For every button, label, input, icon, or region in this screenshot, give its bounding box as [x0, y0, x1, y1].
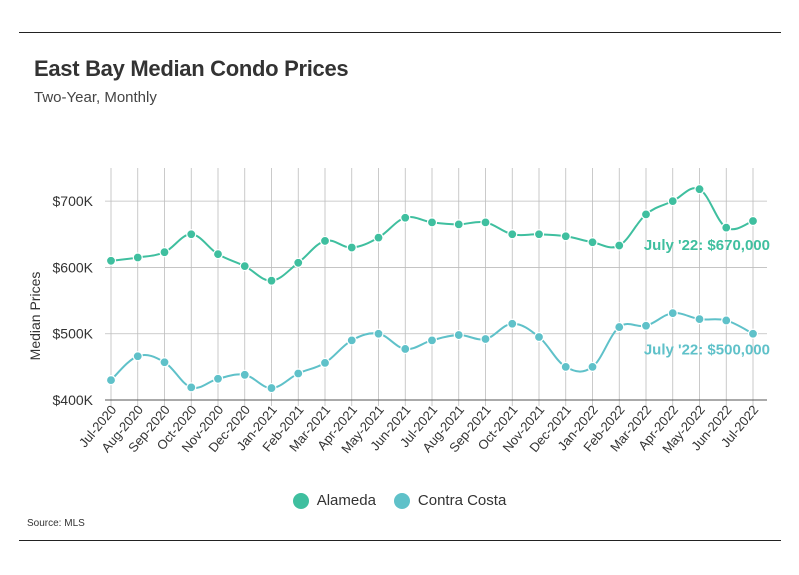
- y-tick-label: $500K: [53, 326, 94, 342]
- data-point: [373, 328, 384, 339]
- data-point: [293, 368, 304, 379]
- legend: Alameda Contra Costa: [0, 492, 799, 509]
- data-point: [212, 373, 224, 384]
- data-point: [614, 321, 625, 333]
- y-tick-label: $600K: [53, 259, 94, 275]
- data-point: [587, 237, 598, 248]
- data-point: [186, 382, 197, 393]
- bottom-rule: [19, 540, 781, 541]
- data-point: [159, 357, 170, 368]
- legend-swatch-contra-costa: [393, 492, 410, 509]
- data-point: [319, 357, 331, 368]
- x-axis-ticks: Jul-2020Aug-2020Sep-2020Oct-2020Nov-2020…: [76, 402, 762, 456]
- legend-swatch-alameda: [292, 492, 309, 509]
- data-point: [266, 275, 277, 286]
- data-point: [480, 333, 491, 345]
- source-note: Source: MLS: [27, 518, 85, 529]
- series-points: [105, 184, 759, 394]
- y-tick-label: $700K: [53, 193, 94, 209]
- data-point: [266, 382, 277, 394]
- data-point: [105, 255, 117, 266]
- data-point: [453, 329, 464, 341]
- data-point: [239, 369, 250, 380]
- data-point: [132, 252, 143, 263]
- data-point: [346, 242, 357, 253]
- data-point: [400, 212, 411, 223]
- data-point: [747, 328, 759, 339]
- data-point: [721, 222, 732, 233]
- data-point: [186, 229, 197, 240]
- data-point: [453, 219, 464, 230]
- data-point: [560, 231, 571, 242]
- data-point: [239, 261, 250, 272]
- data-point: [640, 320, 652, 331]
- data-point: [721, 315, 732, 326]
- y-axis-label: Median Prices: [27, 272, 43, 361]
- chart-title: East Bay Median Condo Prices: [34, 56, 349, 81]
- data-point: [507, 318, 518, 329]
- line-chart: $400K $500K $600K $700K Median Prices Jul-2…: [27, 168, 770, 456]
- data-point: [533, 229, 545, 240]
- data-point: [694, 184, 705, 195]
- data-point: [587, 361, 598, 372]
- data-point: [667, 308, 678, 319]
- data-point: [159, 247, 170, 258]
- data-point: [640, 209, 652, 220]
- annotation-label-0: July '22: $670,000: [644, 237, 770, 254]
- data-point: [694, 314, 705, 325]
- data-point: [105, 375, 117, 386]
- data-point: [293, 257, 304, 268]
- legend-label-alameda: Alameda: [316, 492, 376, 509]
- data-point: [426, 217, 438, 228]
- annotation-label-1: July '22: $500,000: [644, 342, 770, 359]
- legend-label-contra-costa: Contra Costa: [417, 492, 507, 509]
- annotations: July '22: $670,000 July '22: $500,000: [644, 237, 770, 359]
- data-point: [533, 331, 545, 343]
- data-point: [426, 335, 438, 346]
- data-point: [346, 335, 357, 346]
- data-point: [400, 343, 411, 355]
- data-point: [319, 235, 331, 247]
- data-point: [747, 215, 759, 227]
- data-point: [212, 249, 224, 260]
- data-point: [667, 196, 678, 207]
- y-axis-ticks: $400K $500K $600K $700K: [53, 193, 94, 408]
- y-tick-label: $400K: [53, 392, 94, 408]
- data-point: [560, 361, 571, 372]
- top-rule: [19, 32, 781, 33]
- data-point: [480, 217, 491, 228]
- data-point: [507, 229, 518, 240]
- legend-item-contra-costa[interactable]: Contra Costa: [393, 492, 507, 509]
- data-point: [373, 232, 384, 243]
- chart-subtitle: Two-Year, Monthly: [34, 89, 157, 106]
- data-point: [614, 240, 625, 251]
- legend-item-alameda[interactable]: Alameda: [292, 492, 376, 509]
- data-point: [132, 351, 143, 362]
